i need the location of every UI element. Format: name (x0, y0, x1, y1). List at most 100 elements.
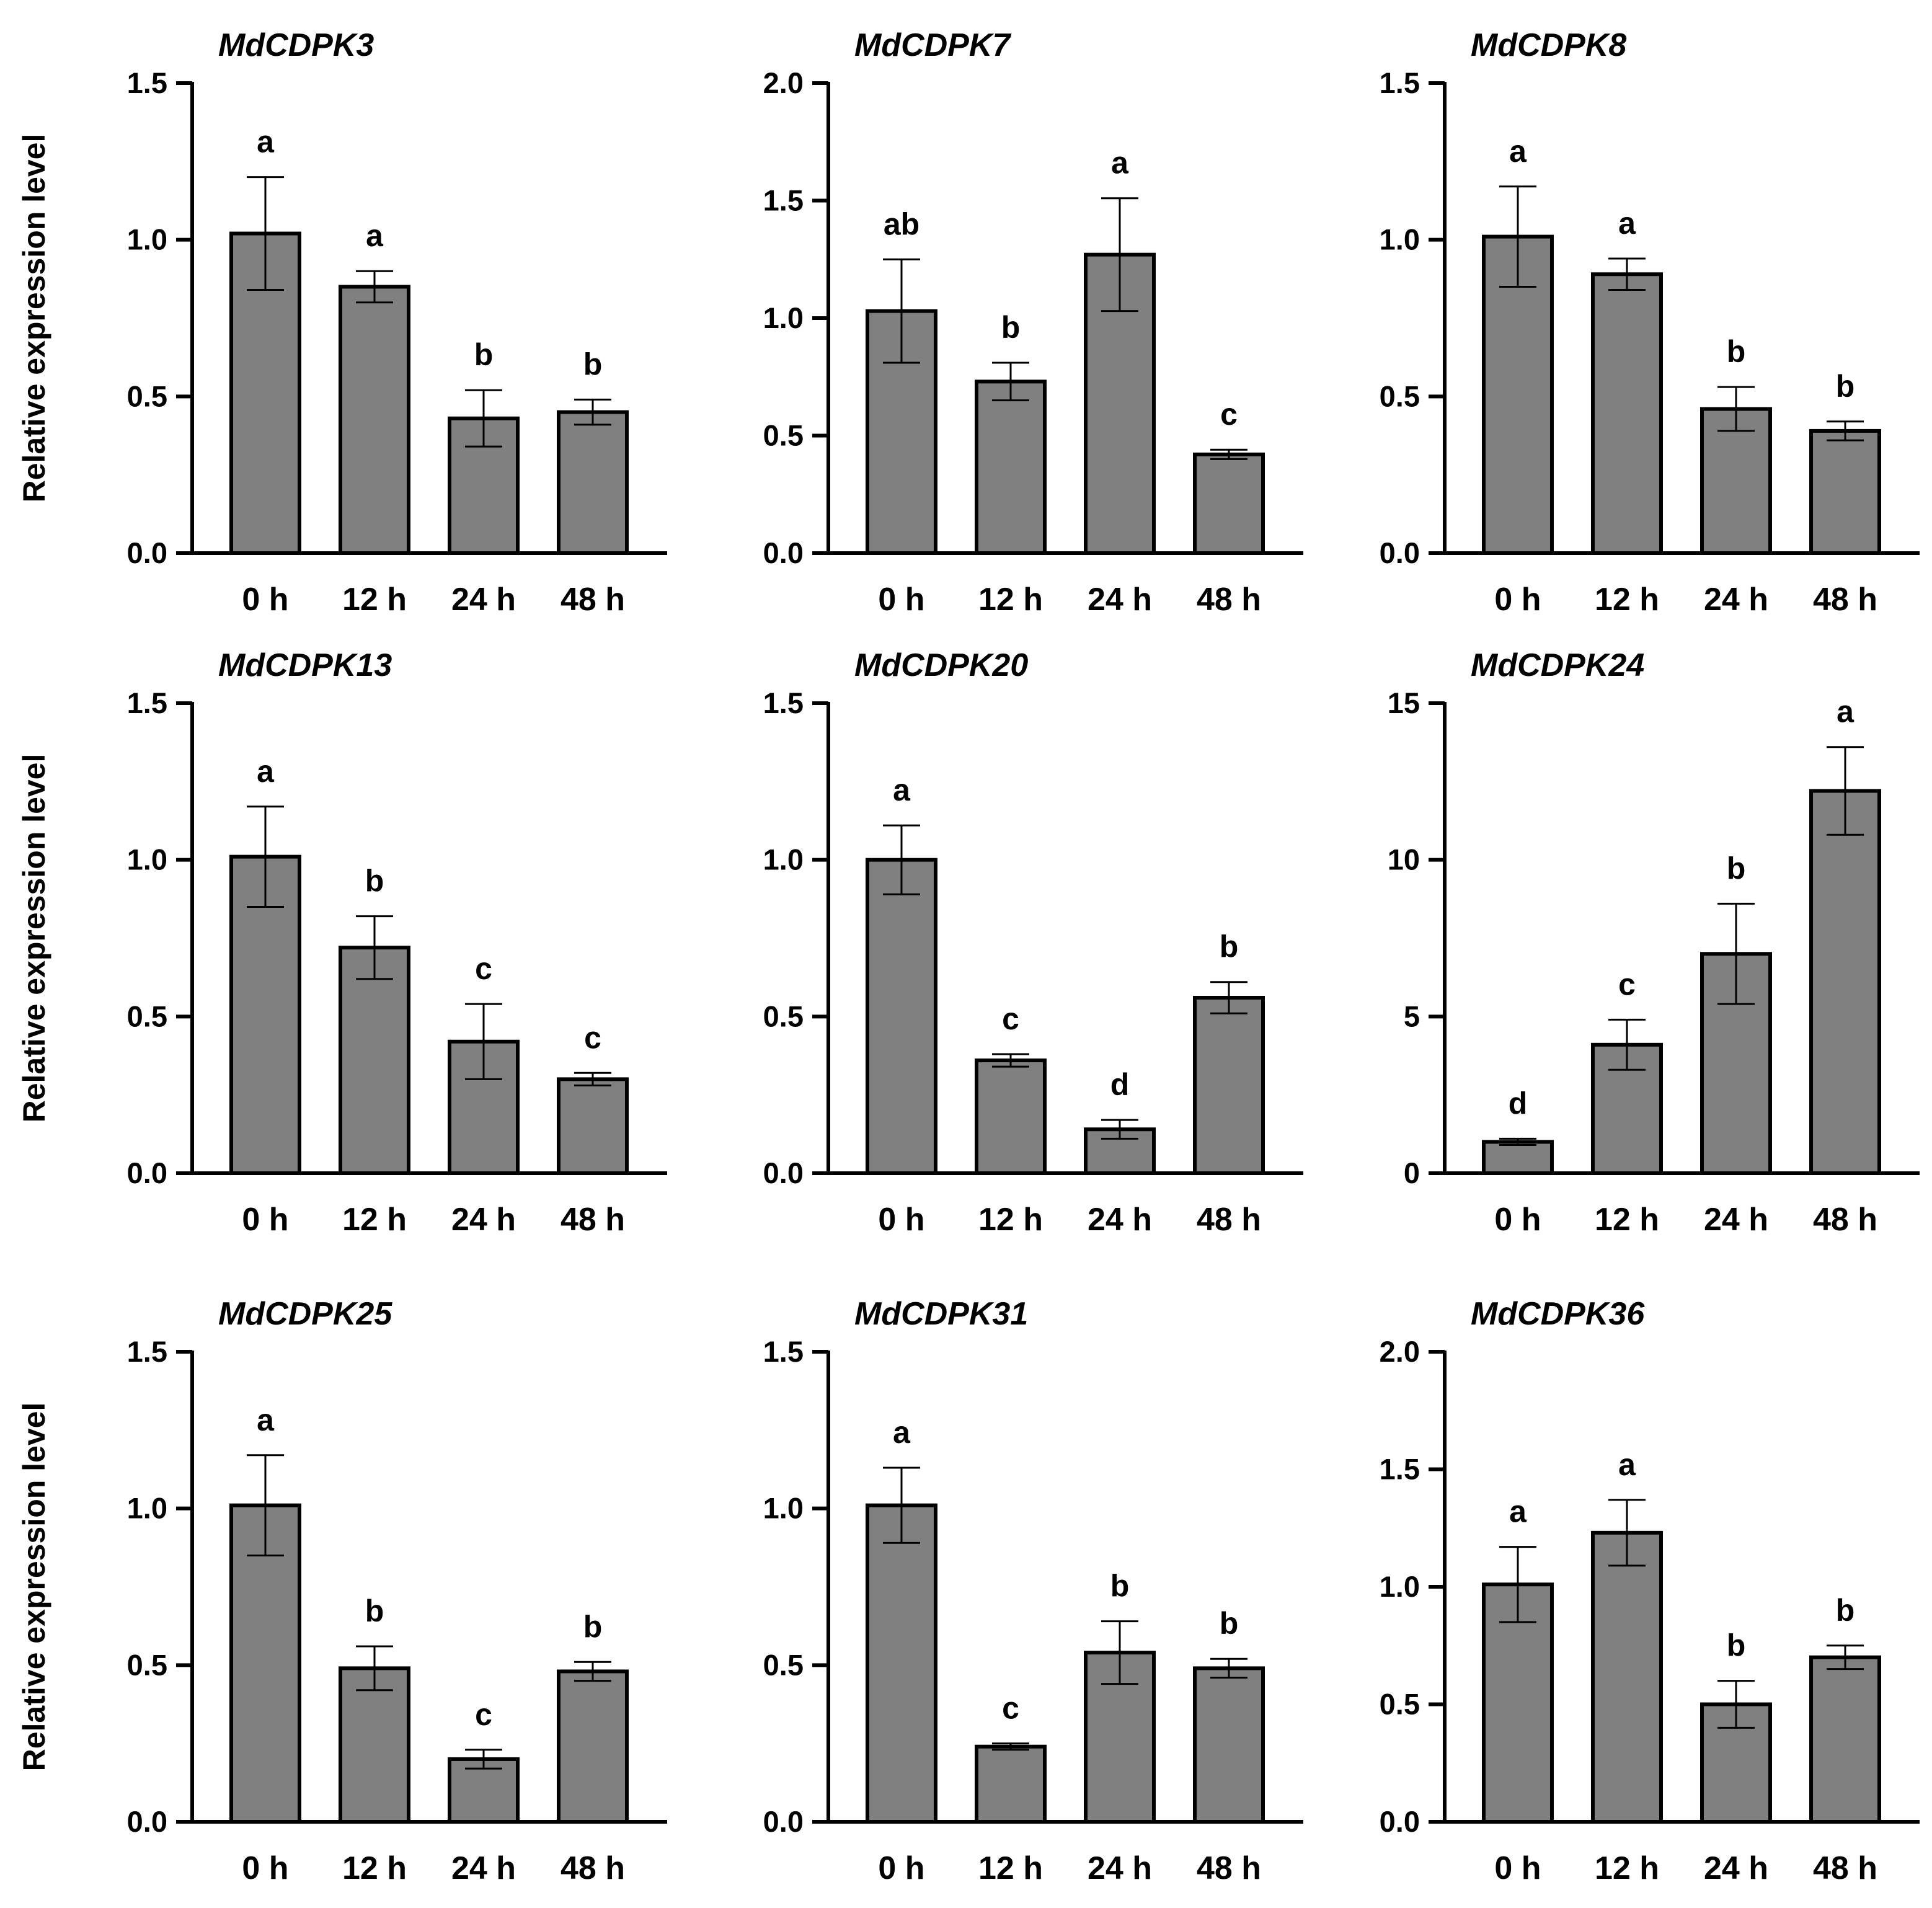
y-tick-label: 0.5 (127, 1000, 167, 1032)
significance-label: d (1509, 1086, 1528, 1120)
y-tick-label: 0.0 (763, 536, 804, 569)
y-tick-label: 0.5 (763, 419, 804, 452)
y-tick-label: 0.5 (127, 1648, 167, 1681)
significance-label: a (1618, 206, 1636, 241)
x-tick-label: 12 h (1595, 582, 1659, 618)
x-tick-label: 48 h (1197, 1850, 1261, 1886)
panel-title: MdCDPK20 (854, 647, 1028, 683)
chart-panel: MdCDPK25 0.0 0.5 1.0 1.5 a 0 h b 12 h c 24 h b 48 h R… (17, 1296, 667, 1886)
y-tick-label: 0.0 (1380, 536, 1420, 569)
x-tick-label: 0 h (242, 1850, 288, 1886)
bar (975, 1744, 1047, 1824)
x-tick-label: 48 h (561, 582, 625, 618)
bar (975, 1058, 1047, 1175)
y-tick-label: 1.5 (763, 1335, 804, 1368)
x-tick-label: 12 h (1595, 1850, 1659, 1886)
panel-title: MdCDPK36 (1471, 1296, 1645, 1332)
y-tick-label: 0.0 (127, 1805, 167, 1838)
y-tick-label: 0.5 (763, 1000, 804, 1032)
significance-label: ab (884, 206, 919, 241)
y-axis-label: Relative expression level (17, 754, 51, 1123)
y-tick-label: 1.5 (763, 686, 804, 719)
x-tick-label: 48 h (1197, 582, 1261, 618)
bar (339, 946, 410, 1176)
chart-panel: MdCDPK13 0.0 0.5 1.0 1.5 a 0 h b 12 h c 24 h c 48 h R… (17, 647, 667, 1238)
y-tick-label: 1.5 (1380, 1453, 1420, 1486)
panel-title: MdCDPK8 (1471, 27, 1626, 63)
panel-title: MdCDPK31 (854, 1296, 1028, 1332)
y-tick-label: 1.5 (127, 686, 167, 719)
x-tick-label: 12 h (978, 582, 1043, 618)
panel-title: MdCDPK24 (1471, 647, 1644, 683)
x-tick-label: 24 h (1088, 1850, 1152, 1886)
bar (1193, 1666, 1265, 1824)
y-axis-label: Relative expression level (17, 134, 51, 503)
y-tick-label: 1.0 (763, 301, 804, 334)
bar (1482, 1140, 1554, 1176)
x-tick-label: 48 h (1197, 1202, 1261, 1238)
significance-label: a (893, 1415, 911, 1450)
x-tick-label: 24 h (451, 1850, 516, 1886)
bar (1193, 996, 1265, 1175)
significance-label: b (1727, 334, 1746, 369)
chart-panel: MdCDPK7 0.0 0.5 1.0 1.5 2.0 ab 0 h b 12 h a 24 h c 48… (763, 27, 1303, 618)
x-tick-label: 24 h (1088, 582, 1152, 618)
bar (1591, 1530, 1663, 1824)
bar (1193, 452, 1265, 555)
significance-label: c (475, 951, 492, 986)
significance-label: c (1220, 397, 1238, 432)
y-tick-label: 1.0 (1380, 1570, 1420, 1603)
y-tick-label: 1.5 (127, 66, 167, 99)
y-tick-label: 0.0 (127, 1156, 167, 1189)
y-tick-label: 1.0 (763, 1492, 804, 1525)
significance-label: b (365, 864, 384, 899)
y-tick-label: 0.5 (763, 1648, 804, 1681)
panel-title: MdCDPK13 (218, 647, 392, 683)
x-tick-label: 0 h (878, 1202, 924, 1238)
y-tick-label: 1.5 (1380, 66, 1420, 99)
x-tick-label: 24 h (1704, 582, 1768, 618)
x-tick-label: 24 h (451, 1202, 516, 1238)
significance-label: a (1509, 134, 1527, 169)
y-tick-label: 0.0 (127, 536, 167, 569)
significance-label: a (1618, 1447, 1636, 1482)
significance-label: b (1220, 930, 1239, 964)
y-tick-label: 2.0 (763, 66, 804, 99)
y-tick-label: 0.5 (1380, 379, 1420, 412)
bar (229, 854, 301, 1175)
significance-label: a (257, 754, 275, 789)
x-tick-label: 48 h (1813, 582, 1877, 618)
significance-label: a (1111, 146, 1129, 180)
x-tick-label: 12 h (978, 1850, 1043, 1886)
significance-label: b (1110, 1569, 1130, 1604)
significance-label: b (1220, 1606, 1239, 1641)
chart-panel: MdCDPK8 0.0 0.5 1.0 1.5 a 0 h a 12 h b 24 h b 48 h (1380, 27, 1920, 618)
bar (866, 858, 937, 1175)
x-tick-label: 12 h (342, 582, 407, 618)
significance-label: c (584, 1020, 601, 1055)
significance-label: c (475, 1697, 492, 1732)
bar (1809, 428, 1881, 555)
chart-panel: MdCDPK24 0 5 10 15 d 0 h c 12 h b 24 h a 48 h (1388, 647, 1920, 1238)
chart-panel: MdCDPK20 0.0 0.5 1.0 1.5 a 0 h c 12 h d 24 h b 48 h (763, 647, 1303, 1238)
bar (557, 1077, 629, 1176)
y-tick-label: 2.0 (1380, 1335, 1420, 1368)
y-tick-label: 1.5 (763, 184, 804, 217)
y-tick-label: 1.0 (763, 843, 804, 876)
x-tick-label: 48 h (561, 1850, 625, 1886)
significance-label: c (1002, 1691, 1019, 1726)
x-tick-label: 0 h (1494, 1202, 1541, 1238)
significance-label: c (1618, 967, 1636, 1001)
bar (557, 1669, 629, 1824)
significance-label: a (366, 218, 384, 253)
bar (229, 1503, 301, 1824)
y-tick-label: 0.0 (763, 1805, 804, 1838)
significance-label: b (365, 1594, 384, 1628)
x-tick-label: 48 h (1813, 1850, 1877, 1886)
panel-title: MdCDPK25 (218, 1296, 392, 1332)
x-tick-label: 24 h (1704, 1850, 1768, 1886)
significance-label: a (257, 1403, 275, 1437)
bar (1591, 272, 1663, 555)
x-tick-label: 0 h (1494, 582, 1541, 618)
